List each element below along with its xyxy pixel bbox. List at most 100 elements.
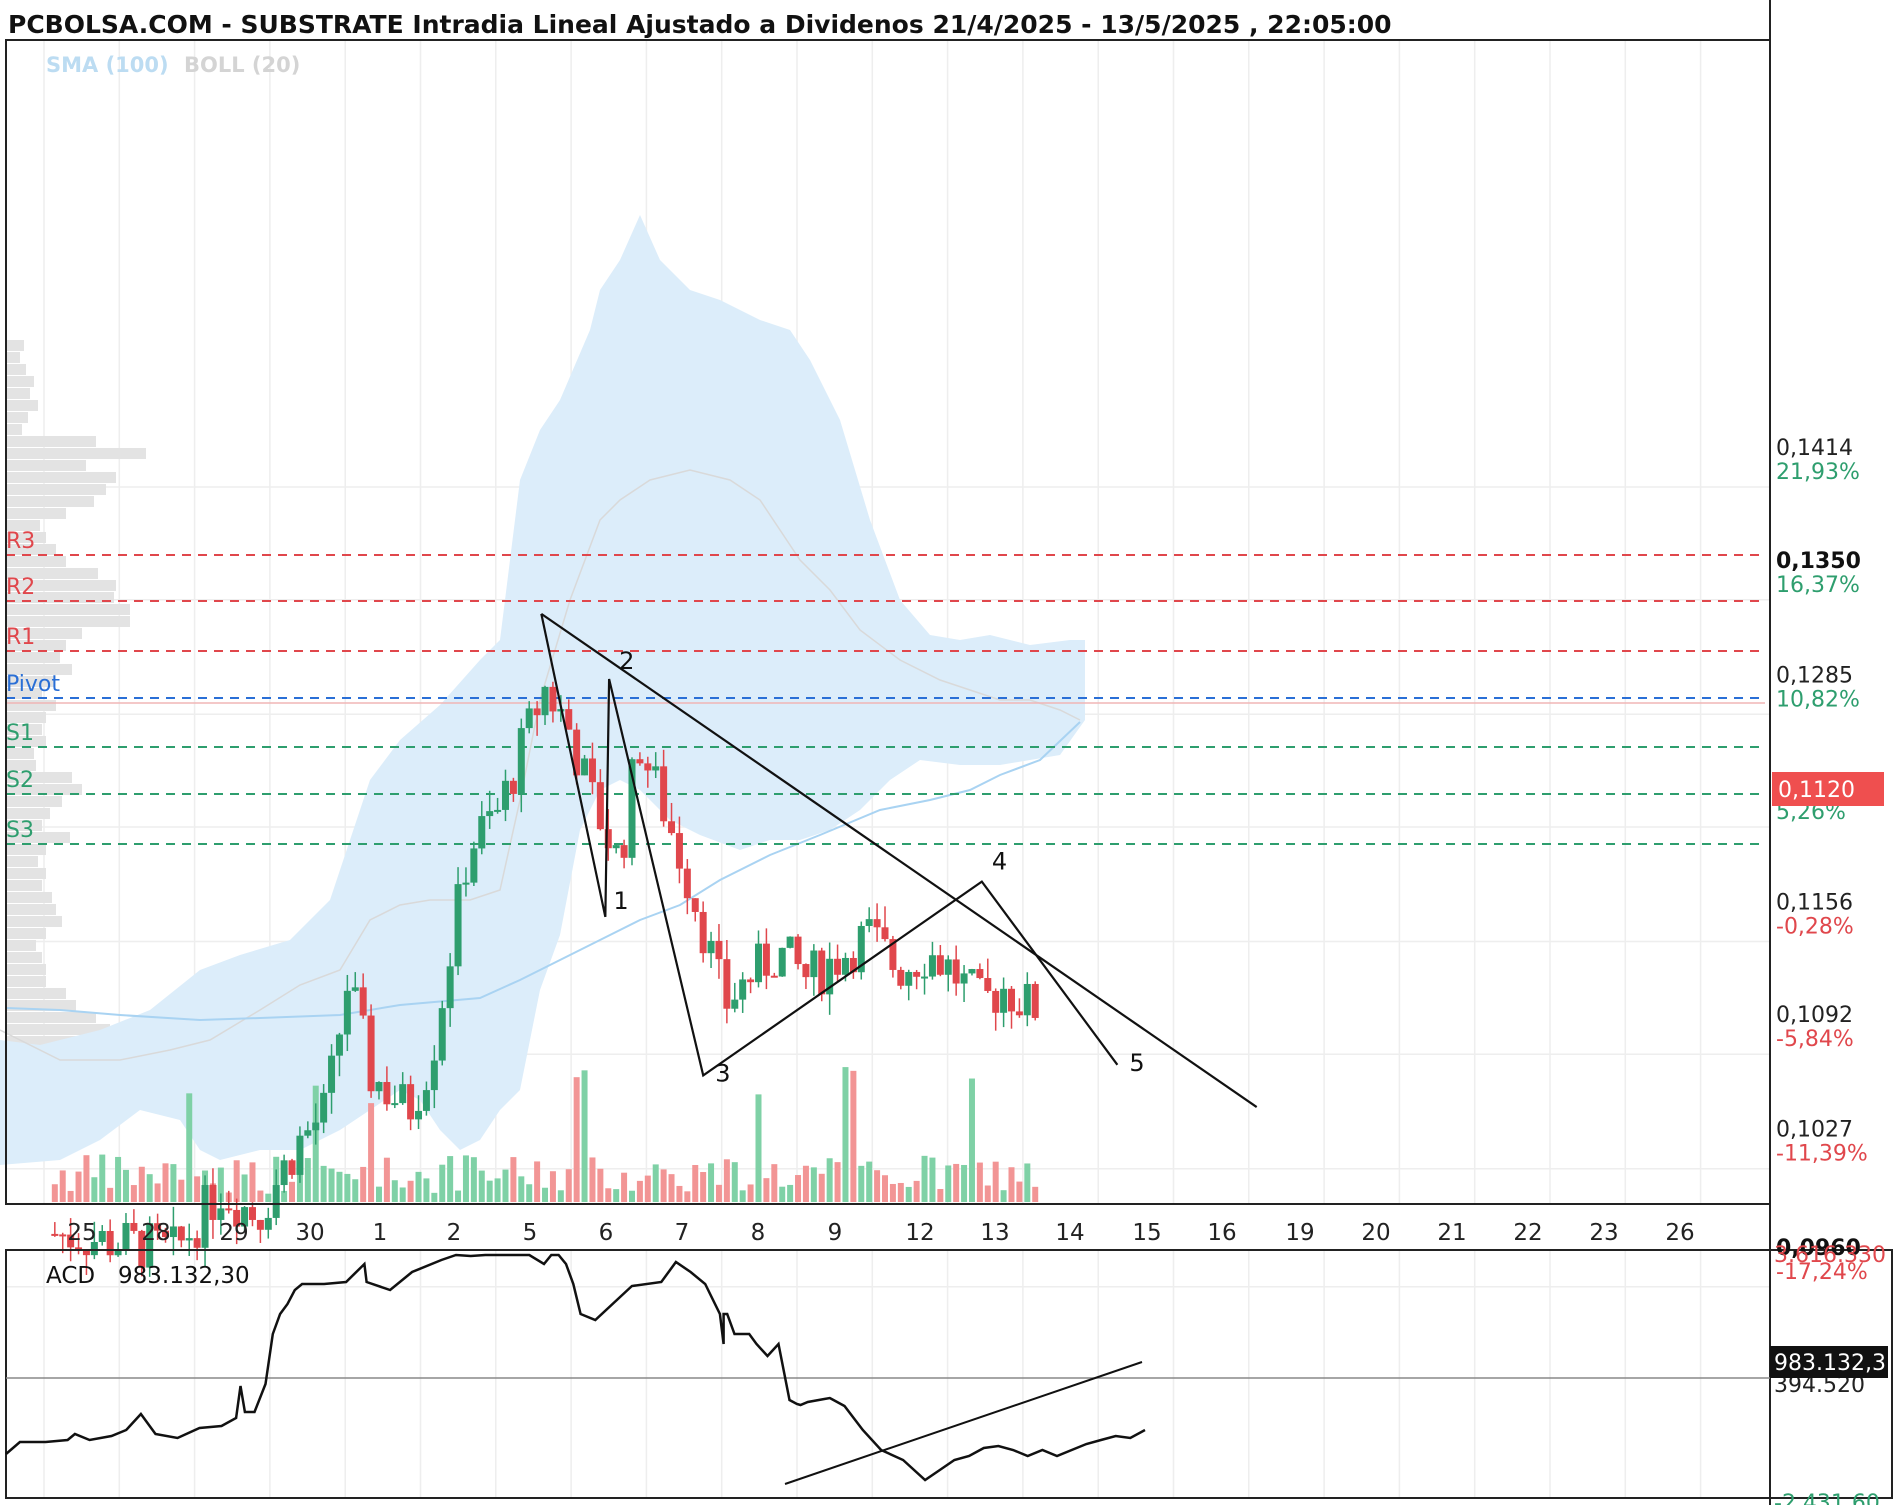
volume-bar <box>605 1188 612 1202</box>
candle-body <box>407 1084 415 1120</box>
volume-profile-bar <box>6 628 82 639</box>
price-tick-label: 0,1350 <box>1776 549 1861 574</box>
volume-bar <box>59 1170 66 1202</box>
volume-bar <box>178 1179 185 1202</box>
volume-profile-bar <box>6 460 86 471</box>
candle-body <box>154 1223 162 1231</box>
candle-body <box>51 1233 59 1236</box>
volume-profile-bar <box>6 424 22 435</box>
volume-profile-bar <box>6 376 34 387</box>
candle-body <box>984 978 992 991</box>
volume-bar <box>1016 1181 1023 1202</box>
candle-body <box>280 1160 288 1186</box>
volume-profile-bar <box>6 676 54 687</box>
volume-bar <box>573 1077 580 1202</box>
candle-body <box>478 816 486 849</box>
volume-bar <box>628 1190 635 1202</box>
volume-bar <box>945 1165 952 1202</box>
volume-bar <box>692 1165 699 1202</box>
volume-bar <box>233 1160 240 1202</box>
volume-profile-bar <box>6 940 36 951</box>
volume-profile-bar <box>6 772 72 783</box>
volume-bar <box>905 1186 912 1202</box>
candle-body <box>130 1222 138 1231</box>
volume-profile-bar <box>6 340 24 351</box>
candle-body <box>241 1207 249 1227</box>
percent-tick-label: -17,24% <box>1776 1260 1868 1285</box>
volume-bar <box>834 1162 841 1202</box>
volume-bar <box>170 1164 177 1202</box>
acd-current-box <box>1770 1346 1888 1378</box>
volume-bar <box>652 1164 659 1202</box>
volume-bar <box>1024 1163 1031 1202</box>
candle-body <box>691 898 699 912</box>
volume-bar <box>320 1165 327 1202</box>
volume-bar <box>676 1185 683 1202</box>
candle-body <box>90 1241 98 1256</box>
volume-profile-bar <box>6 544 56 555</box>
candle-body <box>992 990 1000 1013</box>
candle-body <box>185 1238 193 1241</box>
candle-body <box>968 969 976 974</box>
percent-tick-label: -11,39% <box>1776 1142 1868 1167</box>
acd-line <box>5 1253 1146 1482</box>
candle-body <box>905 971 913 986</box>
volume-bar <box>771 1164 778 1202</box>
volume-bar <box>502 1169 509 1202</box>
candle-body <box>525 708 533 729</box>
acd-tick-label: 3.616.330 <box>1774 1243 1886 1268</box>
date-tick-label: 1 <box>373 1220 388 1246</box>
volume-profile-bar <box>6 412 28 423</box>
volume-bar <box>961 1164 968 1202</box>
candle-body <box>810 950 818 978</box>
volume-bar <box>565 1169 572 1202</box>
volume-bar <box>581 1070 588 1202</box>
acd-tick-label: -2.431.60 <box>1774 1491 1880 1505</box>
date-tick-label: 23 <box>1589 1220 1618 1246</box>
candle-body <box>976 969 984 979</box>
candle-body <box>668 821 676 834</box>
candle-body <box>1031 983 1039 1018</box>
price-tick-label: 0,1027 <box>1776 1118 1853 1143</box>
volume-bar <box>1032 1186 1039 1202</box>
candle-body <box>786 936 794 948</box>
volume-profile-bar <box>6 712 46 723</box>
volume-profile-bar <box>6 388 30 399</box>
volume-bar <box>281 1190 288 1202</box>
candle-body <box>541 686 549 716</box>
candle-body <box>399 1084 407 1104</box>
volume-bar <box>115 1156 122 1202</box>
volume-profile-bar <box>6 616 130 627</box>
volume-profile-bar <box>6 952 42 963</box>
candle-body <box>573 729 581 776</box>
volume-bar <box>383 1157 390 1202</box>
volume-bar <box>146 1174 153 1202</box>
volume-bar <box>826 1158 833 1202</box>
candle-body <box>256 1219 264 1230</box>
candle-body <box>494 809 502 812</box>
candle-body <box>565 709 573 730</box>
volume-bar <box>644 1175 651 1202</box>
volume-profile-bar <box>6 436 96 447</box>
volume-profile-bar <box>6 484 106 495</box>
volume-bar <box>684 1191 691 1202</box>
percent-tick-label: 16,37% <box>1776 573 1860 598</box>
candle-body <box>913 971 921 977</box>
acd-current-value: 983.132,3 <box>1774 1351 1886 1376</box>
candle-body <box>834 958 842 975</box>
volume-profile-bar <box>6 688 42 699</box>
date-tick-label: 21 <box>1437 1220 1466 1246</box>
volume-bar <box>83 1155 90 1202</box>
volume-profile-bar <box>6 736 46 747</box>
volume-bars <box>51 1067 1039 1202</box>
volume-bar <box>968 1078 975 1202</box>
volume-bar <box>510 1157 517 1202</box>
last-price-tag: 0,1120 <box>1772 772 1884 806</box>
date-tick-label: 5 <box>523 1220 538 1246</box>
price-tick-label: 0,1156 <box>1776 891 1853 916</box>
volume-bar <box>866 1161 873 1202</box>
price-tick-label: 0,1092 <box>1776 1003 1853 1028</box>
candle-body <box>162 1230 170 1238</box>
volume-profile-bar <box>6 580 116 591</box>
